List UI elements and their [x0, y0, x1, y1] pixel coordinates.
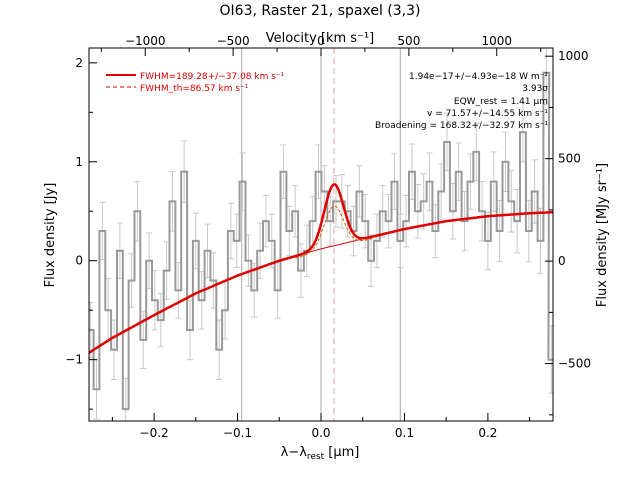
x-tick-label: 0.2 — [478, 426, 497, 440]
data-series — [89, 71, 553, 411]
annotation-velocity: v = 71.57+/−14.55 km s⁻¹ — [427, 109, 548, 119]
x-tick-label: −0.2 — [140, 426, 169, 440]
fit-curves — [88, 183, 554, 354]
x-tick-label: 0.0 — [311, 426, 330, 440]
y-tick-label: 2 — [75, 56, 83, 70]
legend: FWHM=189.28+/−37.08 km s⁻¹ FWHM_th=86.57… — [106, 72, 285, 94]
top-tick-label: 500 — [397, 34, 420, 48]
legend-label-fwhm-th: FWHM_th=86.57 km s⁻¹ — [140, 84, 249, 94]
annotation-eqw: EQW_rest = 1.41 μm — [454, 97, 548, 107]
top-tick-label: 1000 — [481, 34, 512, 48]
right-tick-label: 0 — [558, 254, 566, 268]
axes: −0.2 −0.1 0.0 0.1 0.2 −1000 −500 0 500 1000 −1 0 1 2 −… — [65, 34, 591, 440]
y-tick-label: 0 — [75, 254, 83, 268]
annotations: 1.94e−17+/−4.93e−18 W m⁻² 3.93σ EQW_rest… — [375, 72, 548, 131]
legend-label-fwhm: FWHM=189.28+/−37.08 km s⁻¹ — [140, 72, 285, 82]
top-tick-label: 0 — [317, 34, 325, 48]
right-tick-label: 1000 — [558, 49, 589, 63]
top-tick-label: −1000 — [125, 34, 166, 48]
data-step-line — [89, 71, 553, 411]
top-tick-label: −500 — [217, 34, 250, 48]
right-tick-label: −500 — [558, 357, 591, 371]
x-axis-label: λ−λrest [μm] — [281, 445, 360, 462]
y-axis-label-left: Flux density [Jy] — [43, 183, 58, 288]
x-tick-label: 0.1 — [395, 426, 414, 440]
annotation-flux: 1.94e−17+/−4.93e−18 W m⁻² — [409, 72, 548, 82]
chart-title: OI63, Raster 21, spaxel (3,3) — [220, 3, 421, 19]
right-tick-label: 500 — [558, 152, 581, 166]
x-tick-label: −0.1 — [223, 426, 252, 440]
y-tick-label: −1 — [65, 353, 83, 367]
annotation-sigma: 3.93σ — [522, 84, 548, 94]
top-axis-label: Velocity [km s⁻¹] — [266, 31, 374, 46]
annotation-broadening: Broadening = 168.32+/−32.97 km s⁻¹ — [375, 121, 548, 131]
y-tick-label: 1 — [75, 155, 83, 169]
y-axis-label-right: Flux density [MJy sr⁻¹] — [595, 163, 610, 307]
total-fit-line — [88, 183, 554, 354]
